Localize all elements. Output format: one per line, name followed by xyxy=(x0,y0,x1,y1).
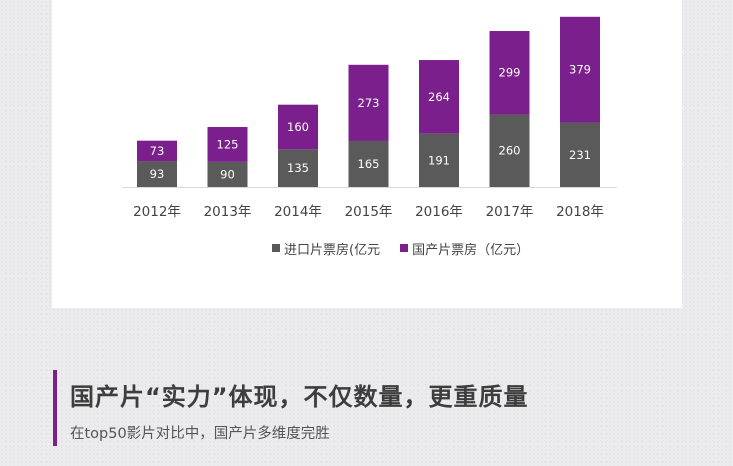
data-label: 231 xyxy=(569,148,591,162)
data-label: 135 xyxy=(287,161,309,175)
bar-imported xyxy=(348,140,389,187)
data-label: 273 xyxy=(358,96,380,110)
bar-domestic xyxy=(278,104,318,150)
bar-imported xyxy=(419,133,459,187)
section-heading: 国产片“实力”体现，不仅数量，更重质量 在top50影片对比中，国产片多维度完胜 xyxy=(53,370,693,448)
bar-domestic xyxy=(348,64,389,141)
data-label: 264 xyxy=(428,90,450,104)
data-label: 160 xyxy=(287,120,309,134)
data-label: 90 xyxy=(220,167,235,181)
data-label: 93 xyxy=(150,167,165,181)
bar-imported xyxy=(278,149,318,187)
bar-domestic xyxy=(560,16,600,123)
x-tick-label: 2015年 xyxy=(345,204,393,220)
x-tick-label: 2017年 xyxy=(486,204,534,220)
legend-swatch-imported xyxy=(272,244,280,252)
bar-imported xyxy=(137,161,177,187)
legend-swatch-domestic xyxy=(400,244,409,252)
data-label: 299 xyxy=(499,66,521,80)
accent-bar xyxy=(53,370,57,446)
x-tick-label: 2013年 xyxy=(204,204,252,220)
x-tick-label: 2018年 xyxy=(556,204,604,220)
x-tick-label: 2012年 xyxy=(133,204,181,220)
chart-legend: 进口片票房(亿元 国产片票房（亿元） xyxy=(272,239,549,258)
section-subtitle: 在top50影片对比中，国产片多维度完胜 xyxy=(70,426,330,442)
data-label: 260 xyxy=(499,144,521,158)
bar-imported xyxy=(489,114,530,187)
data-label: 125 xyxy=(217,137,239,151)
data-label: 191 xyxy=(428,153,450,167)
data-label: 73 xyxy=(150,144,165,158)
chart-card: 93 73 2012年 90 125 2013年 135 160 2014年 165 273 2015… xyxy=(52,0,682,308)
x-tick-label: 2016年 xyxy=(415,204,463,220)
bar-imported xyxy=(560,122,600,187)
legend-item-domestic: 国产片票房（亿元） xyxy=(400,239,529,258)
data-label: 379 xyxy=(569,63,591,77)
section-title: 国产片“实力”体现，不仅数量，更重质量 xyxy=(70,383,529,411)
bar-domestic xyxy=(419,60,459,134)
x-tick-label: 2014年 xyxy=(274,204,322,220)
bar-domestic xyxy=(489,31,530,115)
stacked-bar-chart: 93 73 2012年 90 125 2013年 135 160 2014年 165 273 2015… xyxy=(122,16,617,220)
legend-label-imported: 进口片票房(亿元 xyxy=(284,242,381,258)
bar-domestic xyxy=(137,140,177,162)
data-label: 165 xyxy=(358,157,380,171)
legend-item-imported: 进口片票房(亿元 xyxy=(272,239,380,258)
bar-domestic xyxy=(207,127,248,162)
bar-imported xyxy=(207,161,248,187)
legend-label-domestic: 国产片票房（亿元） xyxy=(412,242,530,258)
